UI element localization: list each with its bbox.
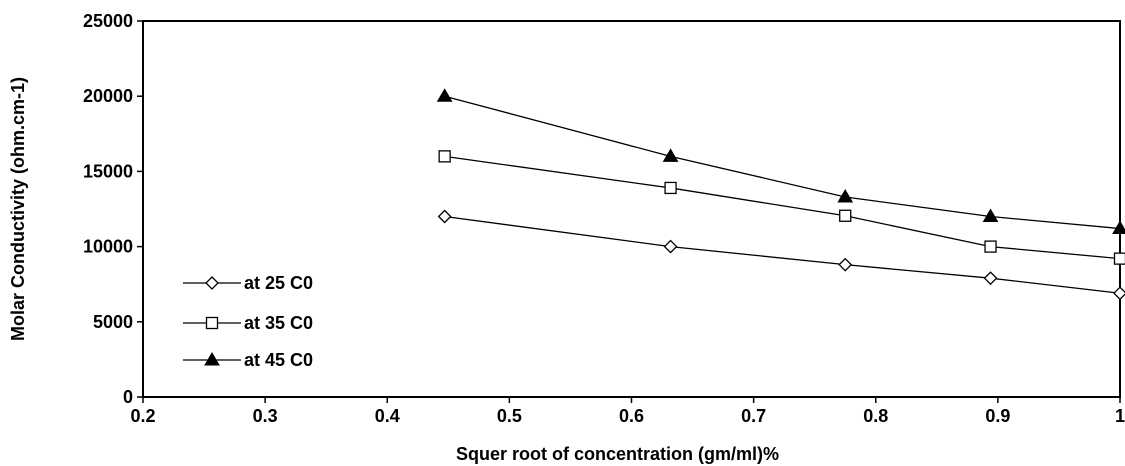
- y-tick-label: 20000: [83, 86, 133, 106]
- series-line: [444, 155, 1121, 260]
- legend-marker: [205, 316, 219, 330]
- y-tick-label: 10000: [83, 237, 133, 257]
- plot-area-frame: [142, 20, 1121, 398]
- x-axis-title: Squer root of concentration (gm/ml)%: [456, 444, 779, 464]
- legend-item: at 25 C0: [183, 273, 313, 293]
- x-tick-label: 0.9: [985, 406, 1010, 426]
- x-tick-label: 0.3: [253, 406, 278, 426]
- x-tick-label: 1: [1115, 406, 1125, 426]
- data-point: [838, 257, 853, 272]
- y-tick-label: 0: [123, 387, 133, 407]
- x-tick-label: 0.6: [619, 406, 644, 426]
- data-point: [436, 88, 453, 102]
- legend-label: at 25 C0: [244, 273, 313, 293]
- legend-marker: [205, 276, 219, 290]
- series-layer: [436, 88, 1125, 301]
- x-tick-label: 0.2: [130, 406, 155, 426]
- data-point: [663, 239, 678, 254]
- data-point: [1113, 252, 1125, 265]
- x-tick-label: 0.8: [863, 406, 888, 426]
- data-point: [1112, 220, 1125, 235]
- y-tick-label: 15000: [83, 161, 133, 181]
- legend-label: at 45 C0: [244, 350, 313, 370]
- data-point: [662, 148, 679, 162]
- series-line: [444, 95, 1121, 230]
- legend: at 25 C0 at 35 C0 at 45 C0: [183, 273, 313, 370]
- data-point: [839, 209, 852, 222]
- series-3: [436, 88, 1125, 235]
- y-axis-ticks: 0 5000 10000 15000 20000 25000: [83, 11, 143, 407]
- series-1: [437, 209, 1125, 301]
- x-axis-ticks: 0.2 0.3 0.4 0.5 0.6 0.7 0.8 0.9 1: [130, 397, 1125, 426]
- data-point: [984, 240, 997, 253]
- legend-item: at 45 C0: [183, 350, 313, 370]
- data-point: [983, 271, 998, 286]
- x-tick-label: 0.7: [741, 406, 766, 426]
- y-tick-label: 25000: [83, 11, 133, 31]
- x-tick-label: 0.5: [497, 406, 522, 426]
- series-line: [444, 215, 1121, 294]
- data-point: [438, 150, 451, 163]
- legend-label: at 35 C0: [244, 313, 313, 333]
- legend-marker: [204, 352, 220, 366]
- data-point: [982, 208, 999, 223]
- y-axis-title: Molar Conductivity (ohm.cm-1): [8, 77, 28, 341]
- series-2: [438, 150, 1125, 265]
- data-point: [1113, 286, 1125, 301]
- x-tick-label: 0.4: [375, 406, 400, 426]
- data-point: [437, 209, 452, 224]
- data-point: [837, 188, 854, 203]
- data-point: [664, 181, 677, 195]
- y-tick-label: 5000: [93, 312, 133, 332]
- legend-item: at 35 C0: [183, 313, 313, 333]
